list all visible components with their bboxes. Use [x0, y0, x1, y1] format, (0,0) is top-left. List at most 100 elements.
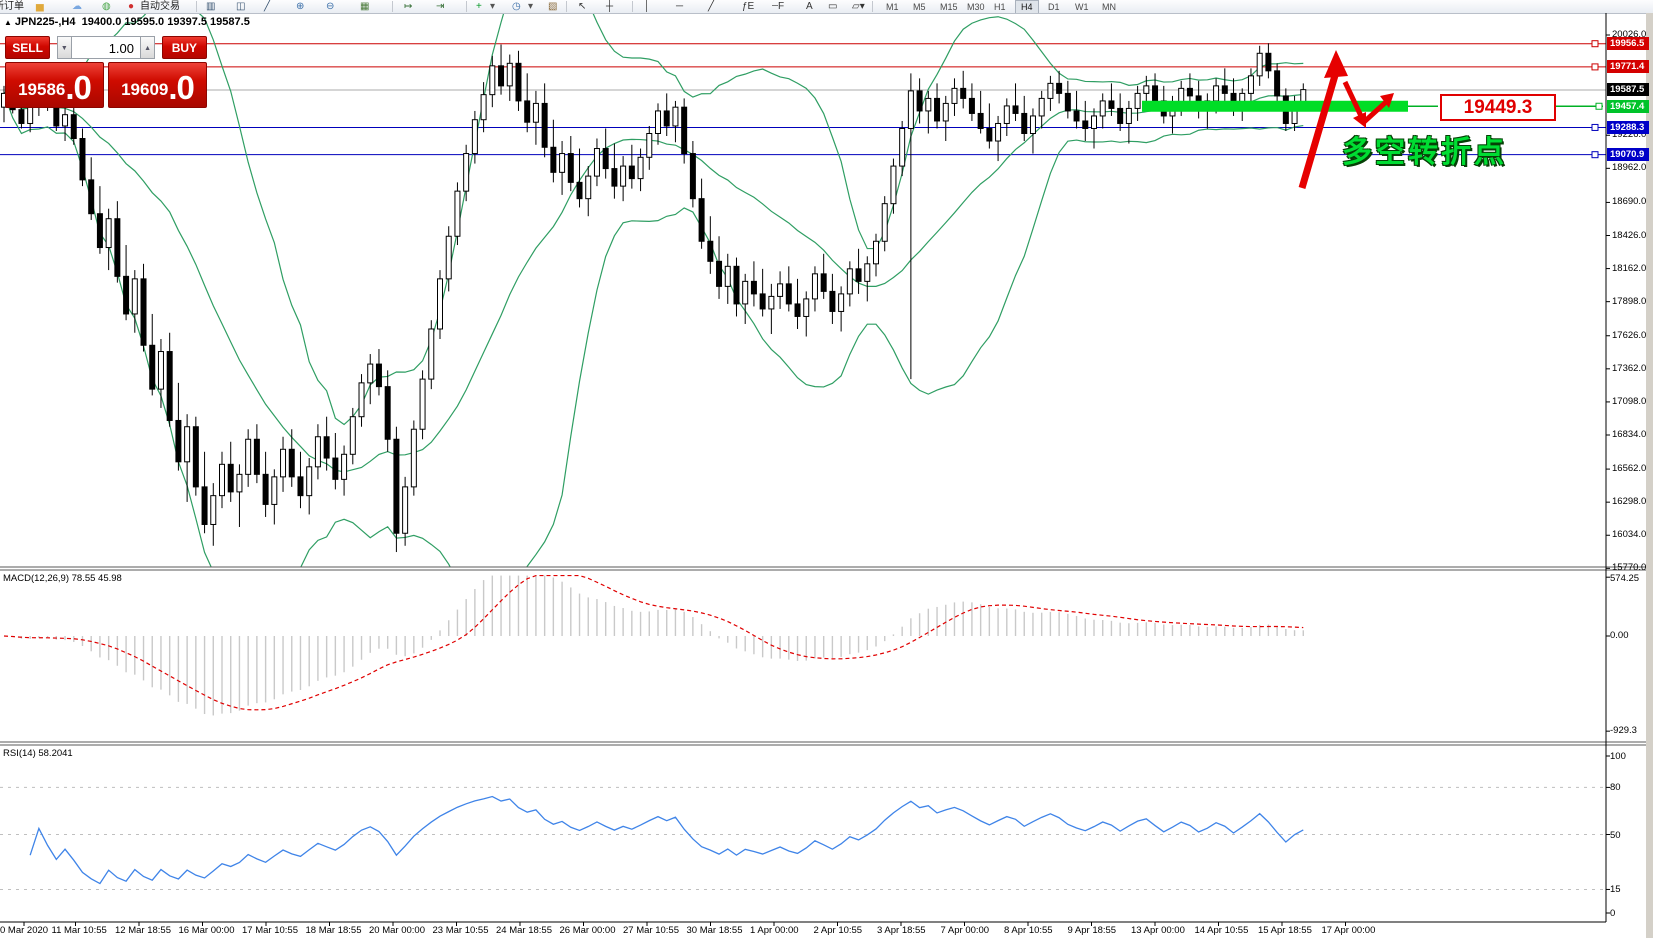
candle [471, 119, 478, 155]
candle [271, 476, 278, 505]
timeframe-button-m30[interactable]: M30 [967, 2, 985, 12]
candle [105, 218, 112, 249]
autotrading-icon[interactable]: ● [128, 1, 135, 12]
candle [454, 190, 461, 237]
indicators-dropdown-icon[interactable]: ▾ [490, 1, 496, 12]
tile-windows-icon[interactable]: ▦ [360, 1, 370, 12]
hline-anchor[interactable] [1591, 40, 1599, 48]
chart-bars-icon[interactable]: ▥ [206, 1, 216, 12]
arrow-turn-stroke [1362, 100, 1388, 124]
candle [96, 213, 103, 249]
candle [323, 436, 330, 459]
candle [253, 438, 260, 475]
toolbar-separator [196, 1, 197, 12]
candle [960, 87, 967, 99]
candle [541, 102, 548, 148]
sell-button[interactable]: SELL [5, 36, 51, 59]
candle [907, 90, 914, 129]
candle [663, 110, 670, 127]
autotrading-button[interactable]: 自动交易 [140, 1, 180, 12]
volume-input[interactable]: 1.00 [71, 36, 141, 59]
hline-anchor[interactable] [1591, 123, 1599, 131]
text-icon[interactable]: A [806, 1, 813, 12]
candle [724, 265, 731, 287]
fibo-icon[interactable]: ƒE [742, 1, 755, 12]
sell-price-display[interactable]: 19586.0 [5, 62, 104, 108]
candle [655, 110, 661, 134]
candle [184, 426, 191, 463]
candle [646, 132, 653, 158]
timeframe-button-m1[interactable]: M1 [886, 2, 899, 12]
autoscroll-icon[interactable]: ↦ [404, 1, 413, 12]
periods-dropdown-icon[interactable]: ▾ [528, 1, 534, 12]
templates-icon[interactable]: ▧ [548, 1, 558, 12]
periods-icon[interactable]: ◷ [512, 1, 521, 12]
candle [785, 283, 792, 305]
cloud-icon[interactable]: ☁ [72, 1, 82, 12]
candle [602, 148, 609, 170]
timeframe-button-h4[interactable]: H4 [1015, 0, 1039, 13]
candle [986, 127, 993, 142]
fibo-fan-icon[interactable]: ┄F [772, 1, 785, 12]
hline-anchor[interactable] [1591, 151, 1599, 159]
volume-increase-button[interactable]: ▲ [140, 36, 156, 59]
candle [567, 153, 574, 183]
candle [672, 106, 679, 127]
candle [1012, 105, 1019, 114]
candle [297, 476, 304, 497]
chart-line-icon[interactable]: ╱ [264, 1, 271, 12]
indicators-icon[interactable]: + [476, 1, 482, 12]
trend-highlight-band[interactable] [1142, 100, 1408, 112]
timeframe-button-m5[interactable]: M5 [913, 2, 926, 12]
label-icon[interactable]: ▭ [828, 1, 838, 12]
timeframe-button-w1[interactable]: W1 [1075, 2, 1089, 12]
volume-decrease-button[interactable]: ▼ [56, 36, 72, 59]
candle [681, 106, 688, 155]
timeframe-button-mn[interactable]: MN [1102, 2, 1116, 12]
candle [332, 457, 339, 480]
chart-shift-icon[interactable]: ⇥ [436, 1, 445, 12]
zoom-in-icon[interactable]: ⊕ [296, 1, 305, 12]
candle [1213, 85, 1220, 102]
candle [995, 122, 1002, 142]
candle [968, 97, 975, 114]
candle [210, 495, 217, 525]
candle [114, 218, 121, 277]
gold-icon[interactable]: ▅ [36, 1, 44, 12]
hline-icon[interactable]: ─ [676, 1, 684, 12]
candle [288, 448, 295, 478]
trendline-icon[interactable]: ╱ [708, 1, 715, 12]
chart-candles-icon[interactable]: ◫ [236, 1, 246, 12]
buy-button[interactable]: BUY [161, 36, 207, 59]
candle [245, 438, 252, 475]
price-level-callout: 19449.3 [1440, 94, 1556, 121]
shapes-icon[interactable]: ▱▾ [852, 1, 865, 12]
cursor-icon[interactable]: ↖ [578, 1, 587, 12]
new-order-button[interactable]: 新订单 [0, 1, 24, 12]
candle [689, 153, 696, 200]
zoom-out-icon[interactable]: ⊖ [326, 1, 335, 12]
candle [733, 265, 740, 305]
signal-icon[interactable]: ◍ [102, 1, 111, 12]
timeframe-button-h1[interactable]: H1 [994, 2, 1006, 12]
buy-price-display[interactable]: 19609.0 [108, 62, 207, 108]
candle [1265, 52, 1272, 72]
timeframe-button-d1[interactable]: D1 [1048, 2, 1060, 12]
chart-title: ▲ JPN225-,H4 19400.0 19595.0 19397.5 1958… [4, 16, 250, 28]
crosshair-icon[interactable]: ┼ [606, 1, 614, 12]
candle [576, 181, 583, 200]
vline-icon[interactable]: │ [644, 1, 651, 12]
window-edge [1646, 13, 1653, 938]
candle [1003, 105, 1010, 124]
band-anchor[interactable] [1595, 102, 1603, 110]
candle [1108, 100, 1115, 109]
candle [498, 65, 505, 87]
candle [445, 235, 452, 280]
candle [393, 438, 400, 534]
candle [358, 382, 365, 418]
hline-anchor[interactable] [1591, 63, 1599, 71]
timeframe-button-m15[interactable]: M15 [940, 2, 958, 12]
candle [1256, 52, 1263, 77]
